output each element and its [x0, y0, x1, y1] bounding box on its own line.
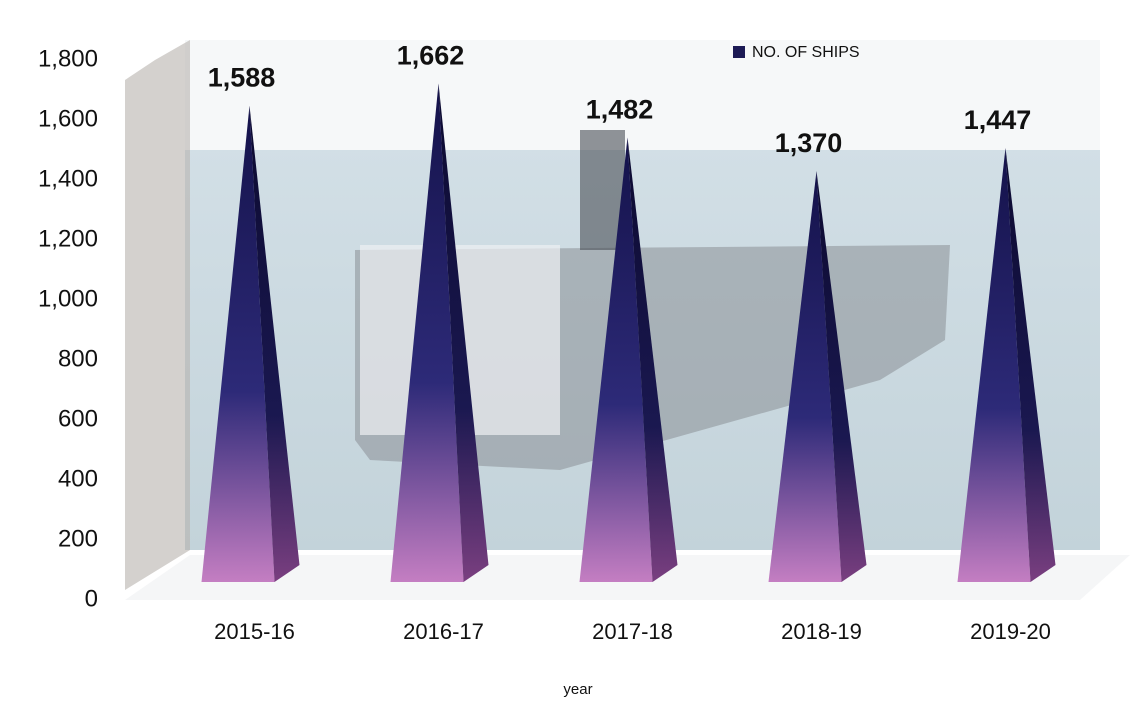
pyramid-side	[249, 105, 300, 582]
legend-swatch	[733, 46, 745, 58]
pyramid	[201, 105, 300, 582]
pyramid-side	[627, 137, 678, 582]
pyramid-front	[957, 147, 1031, 582]
value-label: 1,370	[775, 128, 843, 158]
y-tick-label: 1,400	[38, 165, 98, 192]
y-tick-label: 400	[58, 465, 98, 492]
y-tick-label: 0	[85, 585, 98, 612]
pyramid-front	[579, 137, 653, 582]
value-label: 1,588	[208, 63, 276, 93]
pyramid-side	[438, 83, 489, 583]
sky	[185, 40, 1100, 150]
y-tick-label: 1,600	[38, 105, 98, 132]
x-tick-label: 2018-19	[781, 619, 862, 644]
y-tick-label: 600	[58, 405, 98, 432]
x-tick-label: 2015-16	[214, 619, 295, 644]
pyramid	[768, 171, 867, 582]
x-axis-label: year	[563, 681, 592, 698]
ship-funnel	[580, 130, 625, 250]
y-tick-label: 200	[58, 525, 98, 552]
y-tick-label: 1,800	[38, 45, 98, 72]
side-wall	[125, 40, 190, 590]
value-label: 1,482	[586, 95, 654, 125]
pyramid-side	[1005, 147, 1056, 582]
y-tick-label: 1,000	[38, 285, 98, 312]
value-label: 1,447	[964, 105, 1032, 135]
pyramid	[957, 147, 1056, 582]
y-tick-label: 1,200	[38, 225, 98, 252]
pyramid-front	[201, 105, 275, 582]
pyramid-front	[390, 83, 464, 583]
x-tick-label: 2019-20	[970, 619, 1051, 644]
x-tick-label: 2017-18	[592, 619, 673, 644]
pyramid-side	[816, 171, 867, 582]
pyramid	[390, 83, 489, 583]
pyramid	[579, 137, 678, 582]
x-tick-label: 2016-17	[403, 619, 484, 644]
y-tick-label: 800	[58, 345, 98, 372]
pyramid-front	[768, 171, 842, 582]
legend-label: NO. OF SHIPS	[752, 44, 860, 61]
value-label: 1,662	[397, 41, 465, 71]
